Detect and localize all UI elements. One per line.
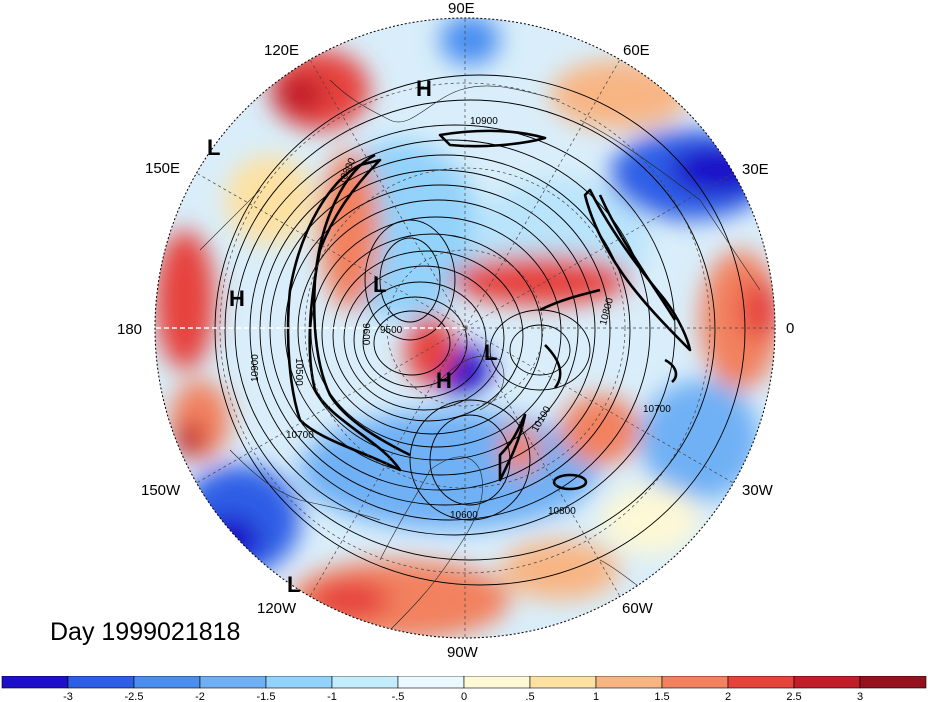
contour-label: 10600: [450, 510, 478, 521]
colorbar-tick-label: -3: [63, 691, 73, 702]
contour-label: 9500: [380, 325, 403, 336]
colorbar-box: [397, 676, 465, 689]
graticule: [155, 18, 775, 638]
longitude-label: 150E: [145, 160, 180, 177]
colorbar-tick-label: 3: [857, 691, 863, 702]
colorbar-tick-label: 2.5: [786, 691, 801, 702]
colorbar-box: [595, 676, 663, 689]
coastlines: [199, 79, 761, 631]
low-pressure-marker: L: [373, 272, 386, 297]
map-boundary: [154, 17, 776, 639]
longitude-label: 120W: [257, 600, 297, 617]
colorbar-box: [463, 676, 531, 689]
longitude-labels: 90E 60E 30E 0 30W 60W 90W 120W 150W 180 …: [117, 0, 794, 661]
colorbar-box: [793, 676, 861, 689]
colorbar-box: [727, 676, 795, 689]
contour-label: 10800: [548, 506, 576, 517]
colorbar-tick-label: 2: [725, 691, 731, 702]
colorbar-tick-label: -.5: [392, 691, 405, 702]
colorbar-box: [331, 676, 399, 689]
contour-label: 10900: [250, 354, 261, 382]
colorbar-box: [67, 676, 135, 689]
high-pressure-marker: H: [229, 286, 245, 311]
colorbar-box: [199, 676, 267, 689]
colorbar: -3 -2.5 -2 -1.5 -1 -.5 0 .5 1 1.5 2 2.5 3: [1, 676, 927, 702]
longitude-label: 120E: [264, 42, 299, 59]
contour-label: 10700: [286, 430, 314, 441]
low-pressure-marker: L: [484, 340, 497, 365]
colorbar-tick-label: 0: [461, 691, 467, 702]
contour-label: 10900: [470, 116, 498, 127]
colorbar-tick-label: -2.5: [125, 691, 144, 702]
longitude-label: 90E: [448, 0, 475, 17]
colorbar-box: [529, 676, 597, 689]
contour-label: 10700: [643, 404, 671, 415]
longitude-label: 90W: [447, 644, 479, 661]
colorbar-tick-label: 1.5: [654, 691, 669, 702]
contour-label: 10500: [293, 358, 304, 386]
colorbar-tick-label: -1: [327, 691, 337, 702]
jet-contours: [286, 129, 692, 491]
colorbar-box: [859, 676, 927, 689]
colorbar-box: [133, 676, 201, 689]
colorbar-tick-label: -2: [195, 691, 205, 702]
low-pressure-marker: L: [287, 572, 300, 597]
colorbar-tick-label: 1: [593, 691, 599, 702]
longitude-label: 0: [786, 320, 794, 337]
polar-map: 10900 10900 10800 10700 10500 9600 9500 …: [117, 0, 794, 661]
colorbar-tick-label: -1.5: [257, 691, 276, 702]
longitude-label: 60W: [622, 600, 654, 617]
longitude-label: 180: [117, 321, 142, 338]
colorbar-box: [265, 676, 333, 689]
colorbar-ticks: -3 -2.5 -2 -1.5 -1 -.5 0 .5 1 1.5 2 2.5 3: [63, 691, 863, 702]
colorbar-boxes: [1, 676, 927, 689]
colorbar-tick-label: .5: [525, 691, 534, 702]
longitude-label: 60E: [623, 42, 650, 59]
pressure-centers: H L H L L H L: [207, 76, 497, 597]
high-pressure-marker: H: [416, 76, 432, 101]
colorbar-box: [661, 676, 729, 689]
longitude-label: 150W: [141, 482, 181, 499]
contour-label: 9600: [360, 323, 371, 346]
colorbar-box: [1, 676, 69, 689]
longitude-label: 30E: [742, 161, 769, 178]
low-pressure-marker: L: [207, 135, 220, 160]
longitude-label: 30W: [742, 482, 774, 499]
plot-title: Day 1999021818: [50, 618, 241, 646]
high-pressure-marker: H: [436, 368, 452, 393]
